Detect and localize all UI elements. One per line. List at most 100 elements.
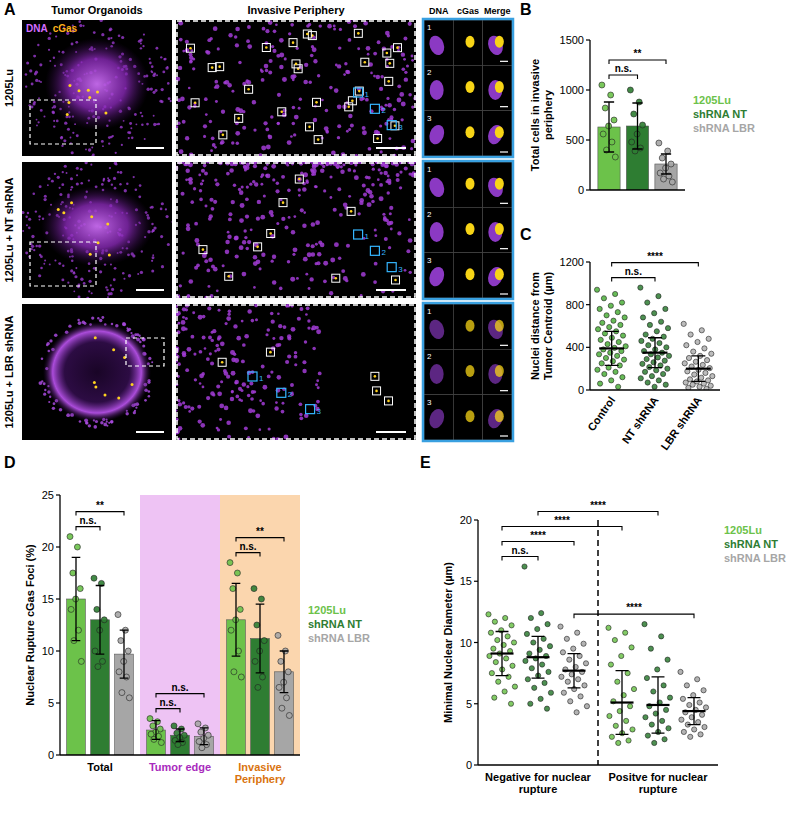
tick — [56, 598, 60, 599]
nucleus — [85, 422, 88, 425]
nucleus — [246, 385, 249, 388]
nucleus — [399, 171, 402, 174]
nucleus — [293, 133, 296, 136]
data-point — [657, 170, 663, 176]
nucleus — [244, 236, 247, 239]
nucleus — [287, 337, 291, 341]
data-point — [706, 336, 711, 341]
nucleus — [130, 127, 132, 129]
nucleus — [408, 172, 411, 175]
nucleus — [393, 108, 396, 111]
data-point — [629, 139, 635, 145]
inset-cell — [453, 20, 482, 65]
nucleus — [171, 221, 172, 223]
roi-box — [126, 338, 164, 366]
data-point — [659, 155, 665, 161]
data-point — [654, 329, 659, 334]
scale-bar — [500, 203, 508, 204]
nucleus — [123, 278, 125, 280]
nucleus — [206, 396, 210, 400]
data-point — [618, 322, 623, 327]
stain-label: cGas — [53, 23, 78, 34]
nucleus — [325, 129, 328, 132]
nucleus — [277, 375, 282, 380]
data-point — [630, 727, 635, 732]
nucleus — [91, 316, 94, 319]
group-band — [220, 495, 300, 755]
nucleus — [380, 150, 383, 153]
cgas-focus — [62, 211, 65, 214]
nucleus — [333, 27, 336, 30]
nucleus — [339, 213, 343, 217]
data-point — [504, 656, 509, 661]
nucleus — [53, 120, 55, 122]
nucleus — [316, 379, 319, 382]
data-point — [258, 596, 264, 602]
data-point — [661, 176, 667, 182]
nucleus — [128, 131, 131, 134]
nucleus — [188, 410, 191, 413]
data-point — [546, 669, 551, 674]
nucleus — [190, 49, 193, 52]
cell-box — [385, 77, 393, 85]
nucleus — [44, 389, 46, 391]
nucleus — [261, 146, 266, 151]
data-point — [545, 622, 550, 627]
cell-box — [218, 358, 226, 366]
cgas-focus — [364, 61, 367, 64]
nucleus — [368, 147, 372, 151]
data-point — [608, 92, 614, 98]
cgas-focus — [376, 137, 379, 140]
nucleus — [70, 136, 72, 138]
significance-label: n.s. — [625, 266, 642, 277]
data-point — [703, 370, 708, 375]
nucleus — [97, 317, 99, 319]
data-point — [491, 646, 496, 651]
nucleus — [205, 113, 208, 116]
data-point — [583, 661, 588, 666]
nucleus — [292, 253, 295, 256]
data-point — [621, 357, 626, 362]
data-point — [638, 285, 643, 290]
nucleus — [304, 340, 307, 343]
nucleus — [38, 274, 41, 277]
nucleus — [152, 254, 154, 256]
nucleus — [63, 139, 66, 142]
nucleus — [182, 50, 185, 53]
nucleus — [140, 112, 142, 114]
significance-label: n.s. — [171, 682, 188, 693]
nucleus — [385, 180, 388, 183]
cgas-focus — [495, 410, 504, 422]
nucleus — [278, 324, 282, 328]
nucleus — [28, 218, 31, 221]
nucleus — [151, 260, 153, 262]
y-axis — [589, 40, 590, 190]
data-point — [595, 367, 600, 372]
nucleus — [181, 192, 185, 196]
data-point — [611, 318, 616, 323]
cgas-focus — [466, 223, 475, 235]
nucleus — [223, 369, 227, 373]
data-point — [612, 154, 618, 160]
nucleus — [222, 264, 225, 267]
nucleus — [299, 416, 303, 420]
nucleus — [252, 100, 256, 104]
nucleus — [35, 71, 38, 74]
nucleus — [46, 342, 49, 345]
data-point — [597, 306, 602, 311]
nucleus — [235, 43, 239, 47]
nucleus — [99, 319, 103, 323]
nucleus — [152, 74, 155, 77]
cgas-focus — [466, 268, 475, 280]
nucleus — [147, 390, 150, 393]
inset-cell — [483, 395, 512, 440]
divider — [597, 520, 599, 765]
nucleus — [203, 135, 206, 138]
nucleus — [67, 282, 69, 284]
nucleus — [75, 267, 77, 269]
cell-box — [371, 372, 379, 380]
nucleus — [162, 70, 165, 73]
nucleus — [141, 124, 144, 127]
nucleus — [384, 237, 388, 241]
nucleus — [348, 114, 353, 119]
